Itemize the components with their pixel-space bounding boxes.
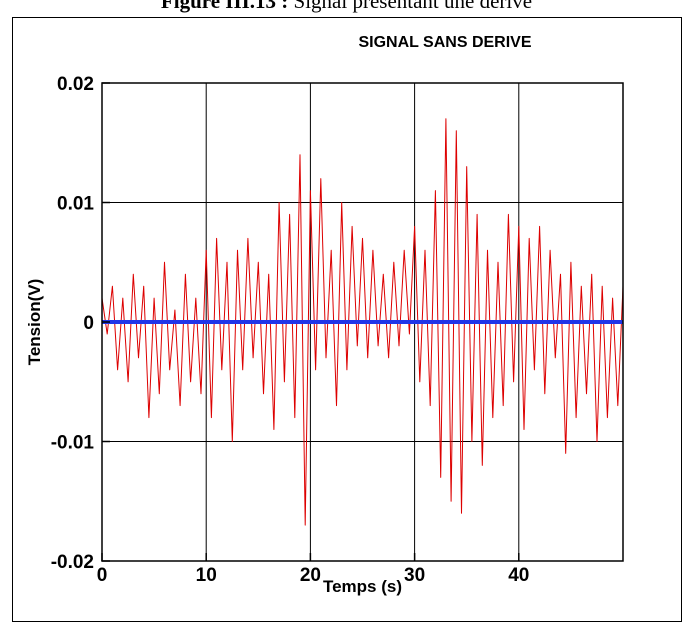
x-tick-label-3: 30: [404, 565, 425, 586]
caption-label: Figure III.13 :: [160, 0, 289, 13]
y-tick-label-4: 0.02: [57, 74, 94, 95]
axis-ticks: 0 10 20 30 40 -0.02 -0.01 0 0.01 0.02: [51, 74, 530, 586]
y-tick-label-2: 0: [83, 313, 94, 334]
x-tick-label-0: 0: [97, 565, 108, 586]
x-tick-label-1: 10: [196, 565, 217, 586]
y-axis-title: Tension(V): [25, 279, 44, 366]
chart-title: SIGNAL SANS DERIVE: [358, 34, 531, 51]
x-axis-title: Temps (s): [323, 577, 402, 596]
series-layer: [101, 118, 624, 526]
y-tick-label-0: -0.02: [51, 552, 94, 573]
x-tick-label-2: 20: [300, 565, 321, 586]
y-tick-label-1: -0.01: [51, 433, 95, 454]
caption-text: Signal présentant une dérive: [288, 0, 533, 13]
chart-frame: [12, 17, 682, 622]
x-tick-label-4: 40: [508, 565, 529, 586]
figure-caption: Figure III.13 : Signal présentant une dé…: [0, 0, 693, 14]
y-tick-label-3: 0.01: [57, 194, 94, 215]
